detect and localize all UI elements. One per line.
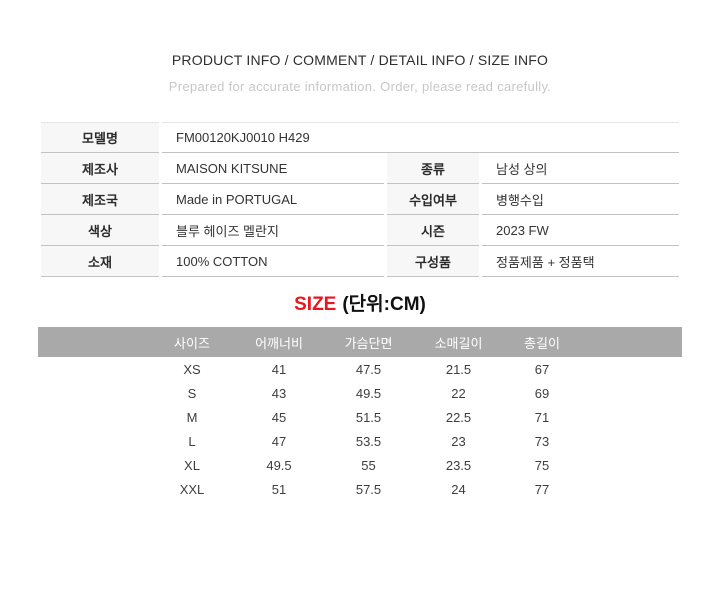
size-cell: 47.5 xyxy=(355,361,382,377)
size-cell: 75 xyxy=(534,457,550,473)
page-subtitle: Prepared for accurate information. Order… xyxy=(168,79,552,94)
size-row-xs: XS 41 47.5 21.5 67 xyxy=(38,357,682,381)
spec-row-color: 색상 블루 헤이즈 멜란지 시즌 2023 FW xyxy=(41,215,679,246)
size-cell: 73 xyxy=(534,433,550,449)
size-cell: 69 xyxy=(534,385,550,401)
size-title-unit: (단위:CM) xyxy=(342,294,426,315)
spec-value-components: 정품제품 + 정품택 xyxy=(482,246,679,277)
spec-row-manufacturer: 제조사 MAISON KITSUNE 종류 남성 상의 xyxy=(41,153,679,184)
spec-value-import: 병행수입 xyxy=(482,184,679,215)
size-cell: 67 xyxy=(534,361,550,377)
spec-label-components: 구성품 xyxy=(387,246,479,277)
spec-label-material: 소재 xyxy=(41,246,159,277)
spec-value-season: 2023 FW xyxy=(482,215,679,246)
size-row-s: S 43 49.5 22 69 xyxy=(38,381,682,405)
size-cell: 71 xyxy=(534,409,550,425)
size-cell: 49.5 xyxy=(355,385,382,401)
size-cell: 21.5 xyxy=(445,361,472,377)
size-cell: 41 xyxy=(271,361,287,377)
spec-label-import: 수입여부 xyxy=(387,184,479,215)
size-cell: XS xyxy=(183,361,201,377)
size-cell: 51.5 xyxy=(355,409,382,425)
spec-value-material: 100% COTTON xyxy=(162,246,384,277)
size-cell: 24 xyxy=(451,481,466,497)
size-cell: 47 xyxy=(271,433,287,449)
size-row-xl: XL 49.5 55 23.5 75 xyxy=(38,453,682,477)
size-chart-header-sleeve: 소매길이 xyxy=(415,327,502,357)
spec-value-country: Made in PORTUGAL xyxy=(162,184,384,215)
size-chart-header-row: 사이즈 어깨너비 가슴단면 소매길이 총길이 xyxy=(38,327,682,357)
size-cell: 77 xyxy=(534,481,550,497)
size-cell: 43 xyxy=(271,385,287,401)
size-cell: M xyxy=(186,409,198,425)
size-row-l: L 47 53.5 23 73 xyxy=(38,429,682,453)
size-cell: 51 xyxy=(271,481,287,497)
size-chart-header-size: 사이즈 xyxy=(148,327,236,357)
spec-label-model: 모델명 xyxy=(41,122,159,153)
spec-label-category: 종류 xyxy=(387,153,479,184)
size-chart-header-chest: 가슴단면 xyxy=(322,327,415,357)
spec-label-country: 제조국 xyxy=(41,184,159,215)
size-cell: S xyxy=(187,385,197,401)
spec-value-manufacturer: MAISON KITSUNE xyxy=(162,153,384,184)
spec-label-season: 시즌 xyxy=(387,215,479,246)
spec-value-color: 블루 헤이즈 멜란지 xyxy=(162,215,384,246)
spec-row-material: 소재 100% COTTON 구성품 정품제품 + 정품택 xyxy=(41,246,679,277)
size-chart-table: 사이즈 어깨너비 가슴단면 소매길이 총길이 XS 41 47.5 21.5 6… xyxy=(38,327,682,501)
size-title-accent: SIZE xyxy=(294,294,337,315)
size-chart-header-shoulder: 어깨너비 xyxy=(236,327,322,357)
size-cell: XXL xyxy=(179,481,205,497)
size-cell: 23 xyxy=(451,433,466,449)
size-cell: 55 xyxy=(361,457,376,473)
size-chart-header-spacer xyxy=(582,327,682,357)
size-row-m: M 45 51.5 22.5 71 xyxy=(38,405,682,429)
size-section-title: SIZE (단위:CM) xyxy=(0,292,720,318)
size-chart-header-spacer xyxy=(38,327,148,357)
size-cell: 49.5 xyxy=(266,457,292,473)
size-chart-header-length: 총길이 xyxy=(502,327,582,357)
page-title: PRODUCT INFO / COMMENT / DETAIL INFO / S… xyxy=(171,52,549,68)
size-cell: XL xyxy=(184,457,200,473)
size-cell: 22.5 xyxy=(445,409,472,425)
spec-value-category: 남성 상의 xyxy=(482,153,679,184)
size-cell: 23.5 xyxy=(445,457,472,473)
spec-label-manufacturer: 제조사 xyxy=(41,153,159,184)
size-cell: 57.5 xyxy=(355,481,382,497)
spec-label-color: 색상 xyxy=(41,215,159,246)
spec-row-country: 제조국 Made in PORTUGAL 수입여부 병행수입 xyxy=(41,184,679,215)
size-cell: 22 xyxy=(451,385,466,401)
page-header: PRODUCT INFO / COMMENT / DETAIL INFO / S… xyxy=(0,0,720,96)
product-spec-table: 모델명 FM00120KJ0010 H429 제조사 MAISON KITSUN… xyxy=(38,122,682,277)
size-cell: 53.5 xyxy=(355,433,382,449)
spec-value-model: FM00120KJ0010 H429 xyxy=(162,122,679,153)
spec-row-model: 모델명 FM00120KJ0010 H429 xyxy=(41,122,679,153)
size-row-xxl: XXL 51 57.5 24 77 xyxy=(38,477,682,501)
size-cell: L xyxy=(188,433,196,449)
size-cell: 45 xyxy=(271,409,287,425)
